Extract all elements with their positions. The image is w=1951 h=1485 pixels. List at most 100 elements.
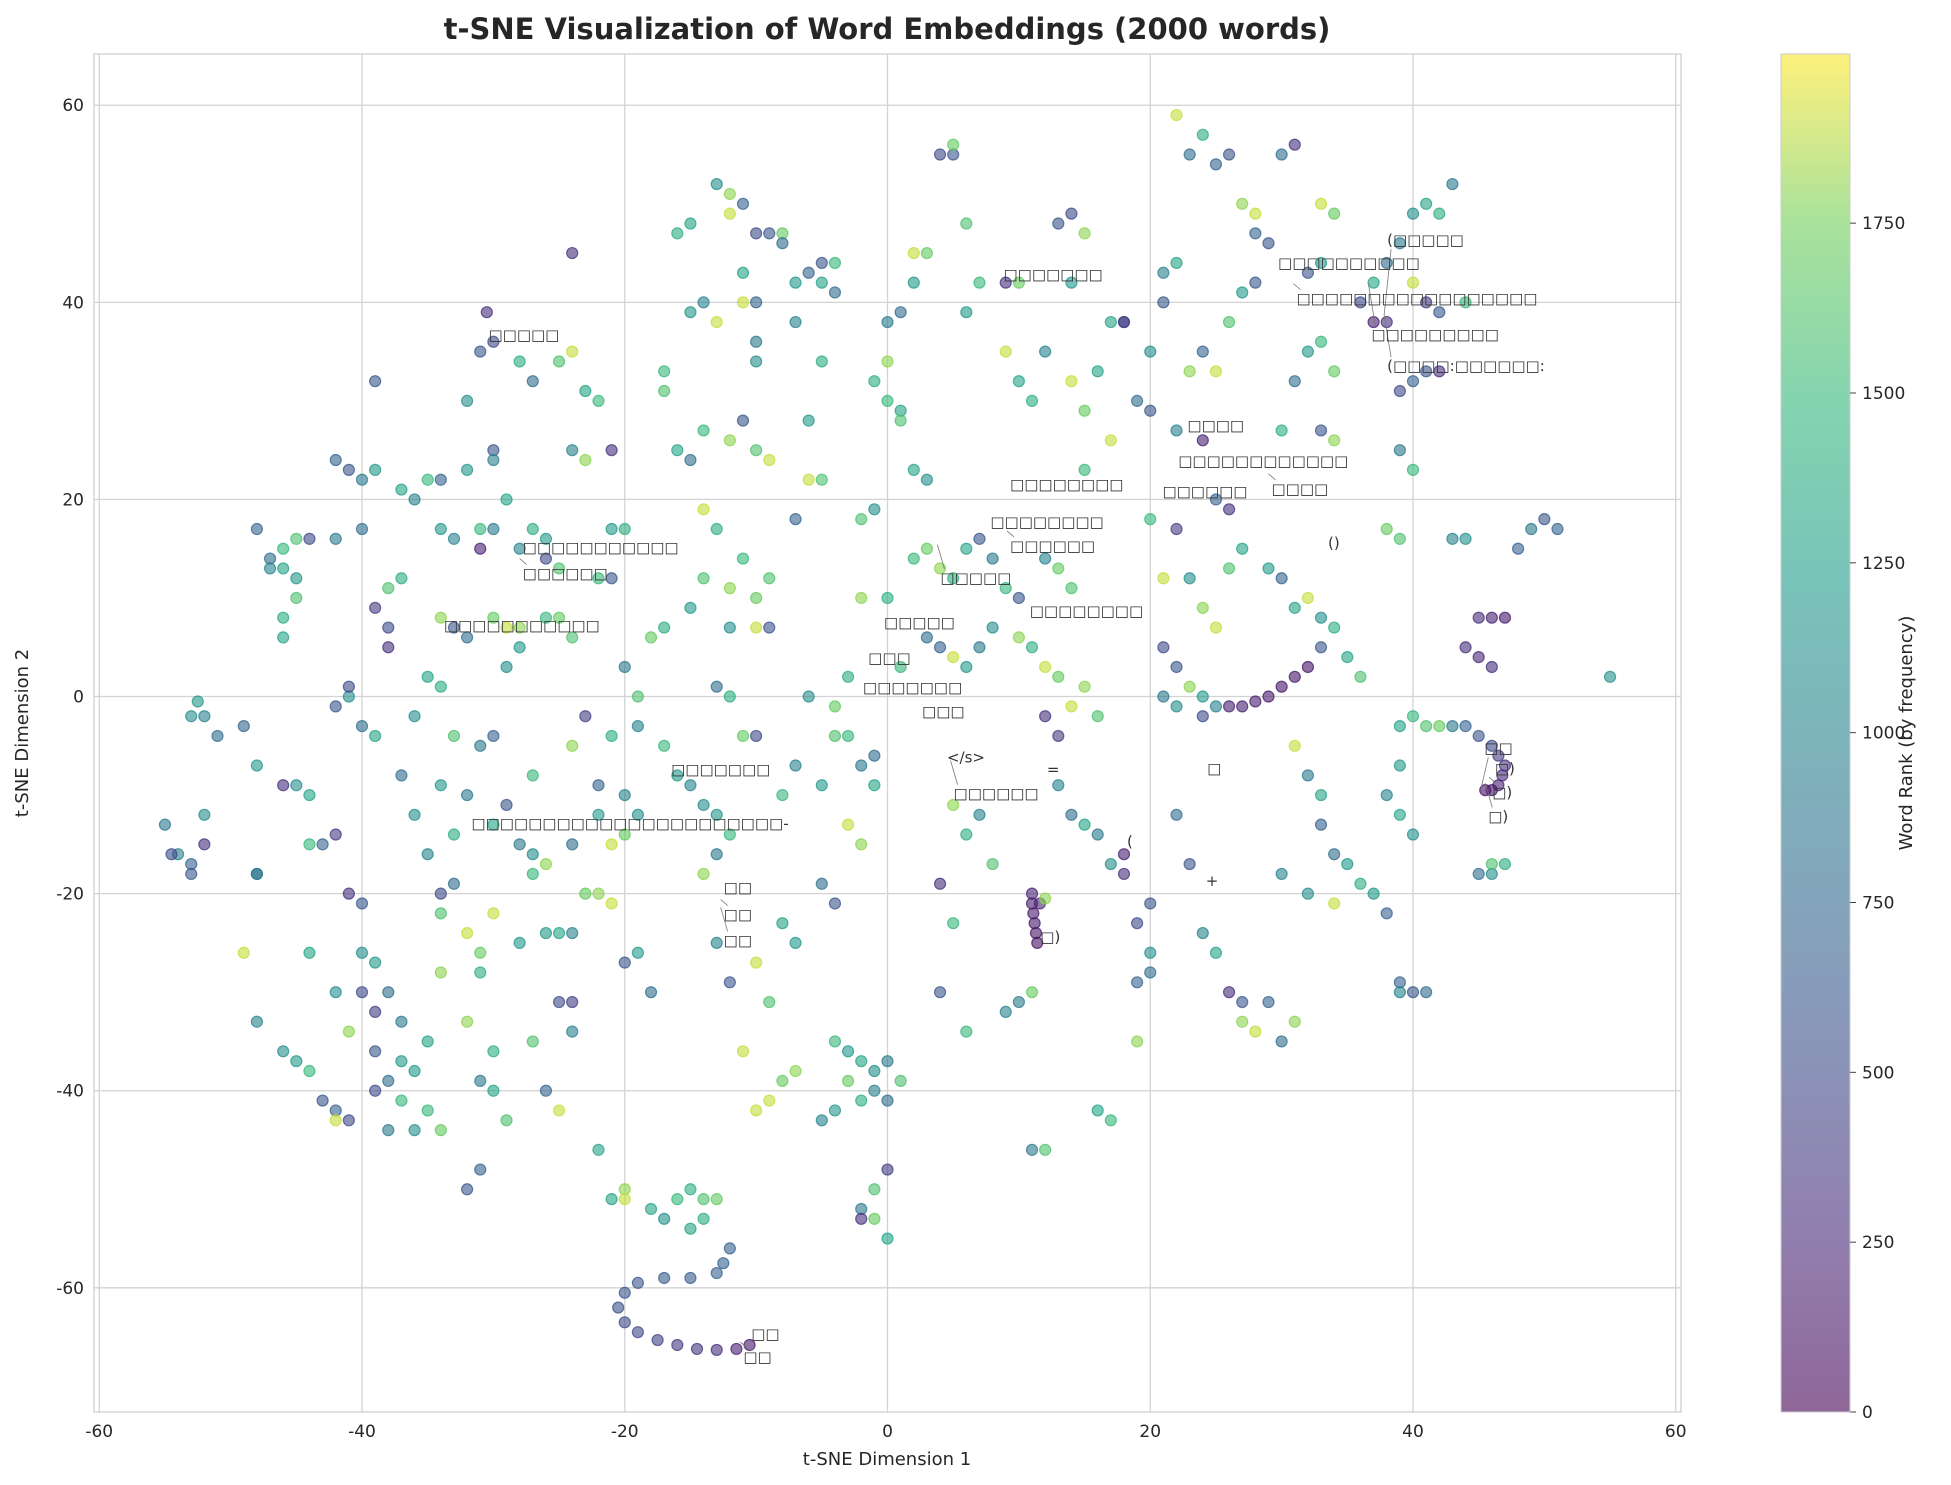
word-point [1249, 695, 1262, 708]
word-point [789, 936, 802, 950]
word-point [999, 1005, 1012, 1018]
word-point [750, 296, 763, 309]
word-point [566, 838, 579, 851]
word-point [369, 729, 382, 743]
word-point [1393, 237, 1406, 250]
word-point [894, 1074, 907, 1087]
word-point [750, 227, 763, 240]
y-tick-label: 40 [62, 293, 84, 313]
word-point [986, 857, 999, 871]
word-point [894, 660, 907, 674]
word-point [933, 641, 947, 654]
word-point [434, 779, 447, 792]
word-point [973, 808, 986, 821]
word-point [1025, 1143, 1039, 1156]
scatter-points [158, 109, 1617, 1357]
word-point [717, 1257, 730, 1270]
word-point [618, 522, 631, 536]
annotation-leader-lines [519, 249, 1497, 1349]
word-point [1236, 995, 1249, 1009]
word-point [1012, 375, 1025, 388]
word-point [1314, 335, 1328, 348]
word-point [1472, 611, 1485, 624]
word-point [303, 1064, 316, 1078]
word-point [1380, 315, 1393, 329]
annotation-leader-line [1367, 283, 1376, 326]
word-label: □□ [743, 1348, 771, 1366]
word-point [1196, 690, 1209, 703]
word-point [539, 552, 553, 565]
word-point [1209, 621, 1223, 634]
word-point [1027, 907, 1040, 920]
colorbar: 0 250 500 750 1000 1250 1500 1750 Word Rank (by… [1780, 53, 1917, 1423]
word-point [1328, 848, 1341, 861]
word-point [1472, 867, 1485, 881]
word-point [237, 946, 250, 959]
word-point [828, 729, 842, 743]
word-point [631, 720, 644, 733]
word-point [881, 1163, 894, 1176]
word-point [697, 503, 710, 516]
word-point [1249, 276, 1262, 289]
colorbar-tick-label: 1750 [1862, 214, 1905, 234]
colorbar-gradient [1781, 54, 1850, 1412]
word-point [1236, 700, 1249, 713]
word-point [855, 838, 868, 851]
word-point [329, 532, 342, 545]
word-point [841, 670, 855, 683]
word-point [763, 995, 776, 1009]
word-point [487, 907, 500, 920]
word-point [434, 907, 447, 920]
word-label: □) [1040, 928, 1060, 946]
colorbar-tick-label: 1500 [1862, 384, 1905, 404]
word-point [1288, 670, 1301, 683]
word-point [408, 493, 421, 506]
word-point [894, 306, 907, 319]
word-point [960, 1025, 973, 1038]
word-point [1288, 138, 1301, 151]
word-point [868, 1064, 881, 1078]
word-point [828, 1104, 842, 1117]
word-point [395, 1055, 408, 1068]
word-point [618, 660, 631, 674]
word-point [552, 1104, 566, 1117]
word-point [382, 986, 395, 999]
word-point [658, 739, 671, 752]
word-point [750, 444, 763, 457]
word-point [723, 976, 736, 989]
word-point [1446, 532, 1459, 545]
word-point [1104, 857, 1117, 871]
word-point [1170, 660, 1183, 674]
word-label: □□ [1484, 739, 1512, 757]
word-point [1012, 591, 1025, 605]
word-point [461, 788, 474, 802]
word-point [1275, 424, 1288, 437]
word-point [1039, 345, 1052, 358]
word-point [618, 1286, 631, 1299]
word-point [1144, 513, 1157, 526]
word-point [487, 1084, 500, 1097]
word-point [1393, 384, 1406, 398]
word-point [723, 828, 736, 841]
word-point [1420, 720, 1433, 733]
word-label: () [1328, 534, 1340, 552]
word-point [1314, 641, 1328, 654]
word-point [658, 384, 671, 398]
word-point [434, 887, 447, 900]
word-point [947, 651, 960, 664]
word-point [474, 1163, 487, 1176]
word-point [421, 848, 434, 861]
word-point [1170, 808, 1183, 821]
word-point [1078, 680, 1091, 693]
word-point [881, 1055, 894, 1068]
word-point [1104, 1114, 1117, 1127]
word-point [1249, 1025, 1262, 1038]
word-point [1078, 463, 1091, 476]
word-point [1314, 788, 1328, 802]
word-point [750, 335, 763, 348]
word-point [776, 237, 789, 250]
annotation-leader-line [1268, 473, 1276, 481]
word-point [1196, 128, 1209, 141]
word-point [1117, 867, 1131, 881]
